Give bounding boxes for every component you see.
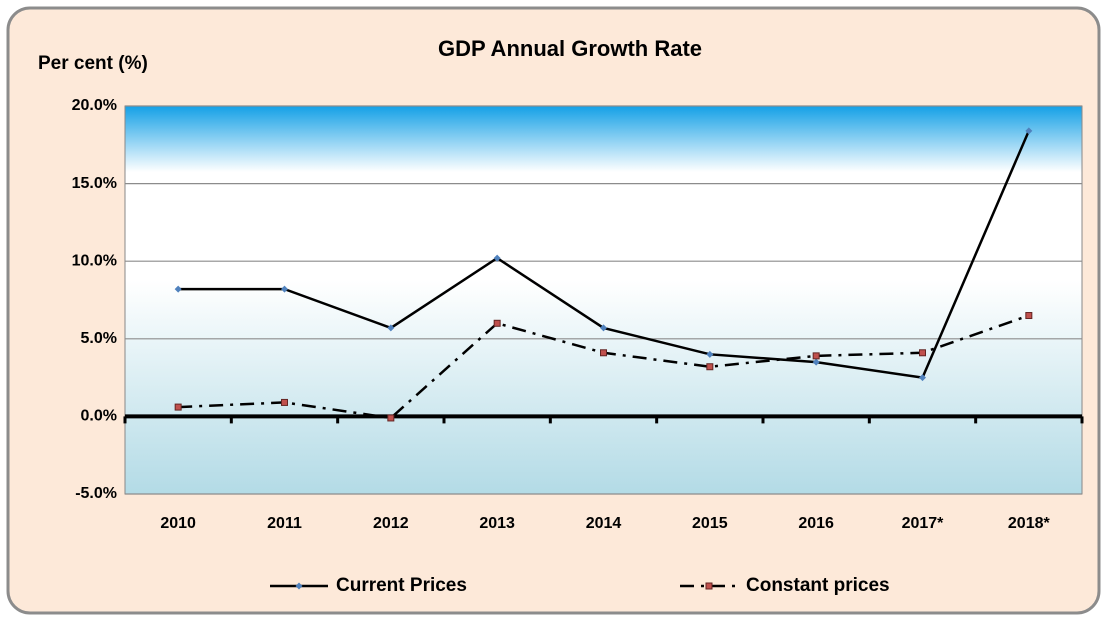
chart-title: GDP Annual Growth Rate [438, 36, 702, 61]
x-tick-label: 2016 [798, 515, 834, 532]
marker [1025, 312, 1033, 320]
y-tick-label: 15.0% [72, 175, 117, 192]
legend-label: Current Prices [336, 575, 467, 596]
x-tick-label: 2013 [479, 515, 515, 532]
marker [1025, 127, 1033, 135]
y-tick-label: 0.0% [81, 408, 117, 425]
marker [706, 350, 714, 358]
legend-marker [705, 582, 713, 590]
x-tick-label: 2015 [692, 515, 728, 532]
marker [174, 403, 182, 411]
marker [600, 349, 607, 357]
y-tick-label: 10.0% [72, 252, 117, 269]
legend-marker [295, 582, 303, 590]
y-tick-label: 5.0% [81, 330, 117, 347]
marker [387, 324, 395, 332]
marker [493, 254, 501, 262]
marker [493, 319, 501, 327]
y-axis-label: Per cent (%) [38, 53, 148, 74]
y-tick-label: -5.0% [75, 485, 117, 502]
plot-area [124, 105, 1083, 495]
marker [706, 363, 714, 371]
y-tick-label: 20.0% [72, 97, 117, 114]
marker [919, 374, 926, 382]
marker [600, 324, 607, 332]
marker [281, 285, 288, 293]
x-tick-label: 2017* [902, 515, 945, 532]
marker [812, 352, 820, 360]
x-tick-label: 2011 [267, 515, 302, 532]
x-tick-label: 2012 [373, 515, 409, 532]
marker [174, 285, 182, 293]
x-tick-label: 2018* [1008, 515, 1051, 532]
x-tick-label: 2010 [160, 515, 196, 532]
marker [919, 349, 926, 357]
marker [281, 398, 288, 406]
marker [387, 414, 395, 422]
x-tick-label: 2014 [586, 515, 622, 532]
legend-label: Constant prices [746, 575, 890, 596]
marker [812, 358, 820, 366]
